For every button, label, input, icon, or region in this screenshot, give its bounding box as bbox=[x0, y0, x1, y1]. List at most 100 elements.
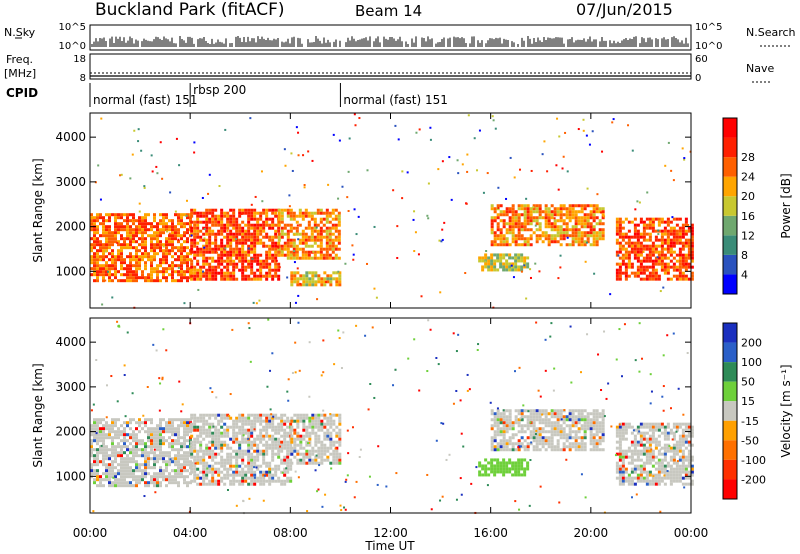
echo-cell bbox=[226, 265, 230, 269]
echo-cell bbox=[238, 259, 242, 263]
echo-cell bbox=[114, 430, 117, 434]
echo-cell bbox=[205, 431, 209, 435]
echo-cell bbox=[499, 219, 503, 223]
echo-scatter bbox=[681, 147, 684, 150]
echo-cell bbox=[120, 255, 123, 259]
echo-cell bbox=[334, 238, 338, 242]
echo-cell bbox=[627, 446, 631, 450]
echo-cell bbox=[202, 413, 206, 417]
echo-cell bbox=[265, 214, 269, 218]
echo-cell bbox=[138, 478, 141, 482]
echo-cell bbox=[253, 440, 257, 444]
echo-cell bbox=[96, 448, 99, 452]
echo-cell bbox=[496, 415, 500, 419]
echo-cell bbox=[223, 259, 227, 263]
echo-cell bbox=[283, 232, 287, 236]
echo-cell bbox=[259, 277, 263, 281]
echo-cell bbox=[514, 421, 518, 425]
echo-cell bbox=[523, 216, 527, 220]
echo-cell bbox=[190, 244, 194, 248]
echo-cell bbox=[334, 217, 338, 221]
echo-cell bbox=[636, 476, 640, 480]
echo-cell bbox=[283, 241, 287, 245]
echo-scatter bbox=[564, 131, 567, 134]
echo-cell bbox=[211, 271, 215, 275]
echo-cell bbox=[232, 431, 236, 435]
echo-cell bbox=[174, 270, 177, 274]
echo-scatter bbox=[297, 238, 300, 241]
echo-cell bbox=[329, 422, 333, 426]
echo-scatter bbox=[420, 295, 423, 298]
echo-cell bbox=[565, 445, 569, 449]
echo-cell bbox=[621, 461, 625, 465]
echo-cell bbox=[220, 238, 224, 242]
echo-cell bbox=[666, 446, 670, 450]
echo-cell bbox=[654, 256, 658, 260]
echo-scatter bbox=[106, 270, 109, 273]
echo-cell bbox=[648, 452, 652, 456]
echo-cell bbox=[657, 425, 661, 429]
echo-cell bbox=[615, 220, 619, 224]
echo-cell bbox=[129, 246, 132, 250]
echo-cell bbox=[592, 418, 596, 422]
echo-cell bbox=[117, 231, 120, 235]
echo-cell bbox=[326, 446, 330, 450]
echo-cell bbox=[235, 223, 239, 227]
echo-cell bbox=[319, 250, 323, 254]
echo-cell bbox=[247, 253, 251, 257]
echo-cell bbox=[313, 223, 317, 227]
echo-cell bbox=[129, 240, 132, 244]
echo-cell bbox=[135, 442, 138, 446]
echo-cell bbox=[624, 452, 628, 456]
echo-cell bbox=[666, 244, 670, 248]
echo-cell bbox=[292, 217, 296, 221]
echo-cell bbox=[144, 418, 147, 422]
echo-cell bbox=[135, 255, 138, 259]
echo-cell bbox=[108, 424, 111, 428]
echo-cell bbox=[150, 273, 153, 277]
echo-cell bbox=[556, 418, 560, 422]
echo-cell bbox=[556, 213, 560, 217]
echo-cell bbox=[681, 253, 685, 257]
echo-cell bbox=[499, 464, 503, 468]
echo-cell bbox=[235, 455, 239, 459]
echo-cell bbox=[90, 228, 93, 232]
echo-cell bbox=[274, 223, 278, 227]
echo-cell bbox=[196, 250, 200, 254]
echo-cell bbox=[684, 253, 688, 257]
echo-scatter bbox=[584, 260, 587, 263]
echo-cell bbox=[326, 449, 330, 453]
echo-cell bbox=[150, 448, 153, 452]
echo-cell bbox=[256, 211, 260, 215]
echo-cell bbox=[280, 434, 284, 438]
echo-cell bbox=[180, 213, 183, 217]
echo-cell bbox=[636, 464, 640, 468]
echo-cell bbox=[265, 220, 269, 224]
echo-cell bbox=[298, 208, 302, 212]
echo-cell bbox=[639, 425, 643, 429]
echo-cell bbox=[253, 449, 257, 453]
echo-cell bbox=[111, 258, 114, 262]
echo-scatter bbox=[348, 137, 351, 140]
echo-cell bbox=[96, 475, 99, 479]
echo-cell bbox=[150, 451, 153, 455]
echo-cell bbox=[229, 277, 233, 281]
echo-cell bbox=[120, 454, 123, 458]
echo-cell bbox=[199, 443, 203, 447]
echo-cell bbox=[132, 255, 135, 259]
echo-cell bbox=[308, 277, 312, 281]
echo-cell bbox=[250, 238, 254, 242]
echo-cell bbox=[105, 246, 108, 250]
echo-cell bbox=[660, 431, 664, 435]
echo-cell bbox=[220, 268, 224, 272]
echo-cell bbox=[651, 271, 655, 275]
echo-cell bbox=[529, 409, 533, 413]
echo-scatter bbox=[250, 203, 253, 206]
echo-cell bbox=[153, 472, 156, 476]
echo-cell bbox=[123, 472, 126, 476]
echo-cell bbox=[174, 442, 177, 446]
echo-cell bbox=[217, 446, 221, 450]
echo-cell bbox=[193, 241, 197, 245]
echo-cell bbox=[478, 259, 482, 263]
